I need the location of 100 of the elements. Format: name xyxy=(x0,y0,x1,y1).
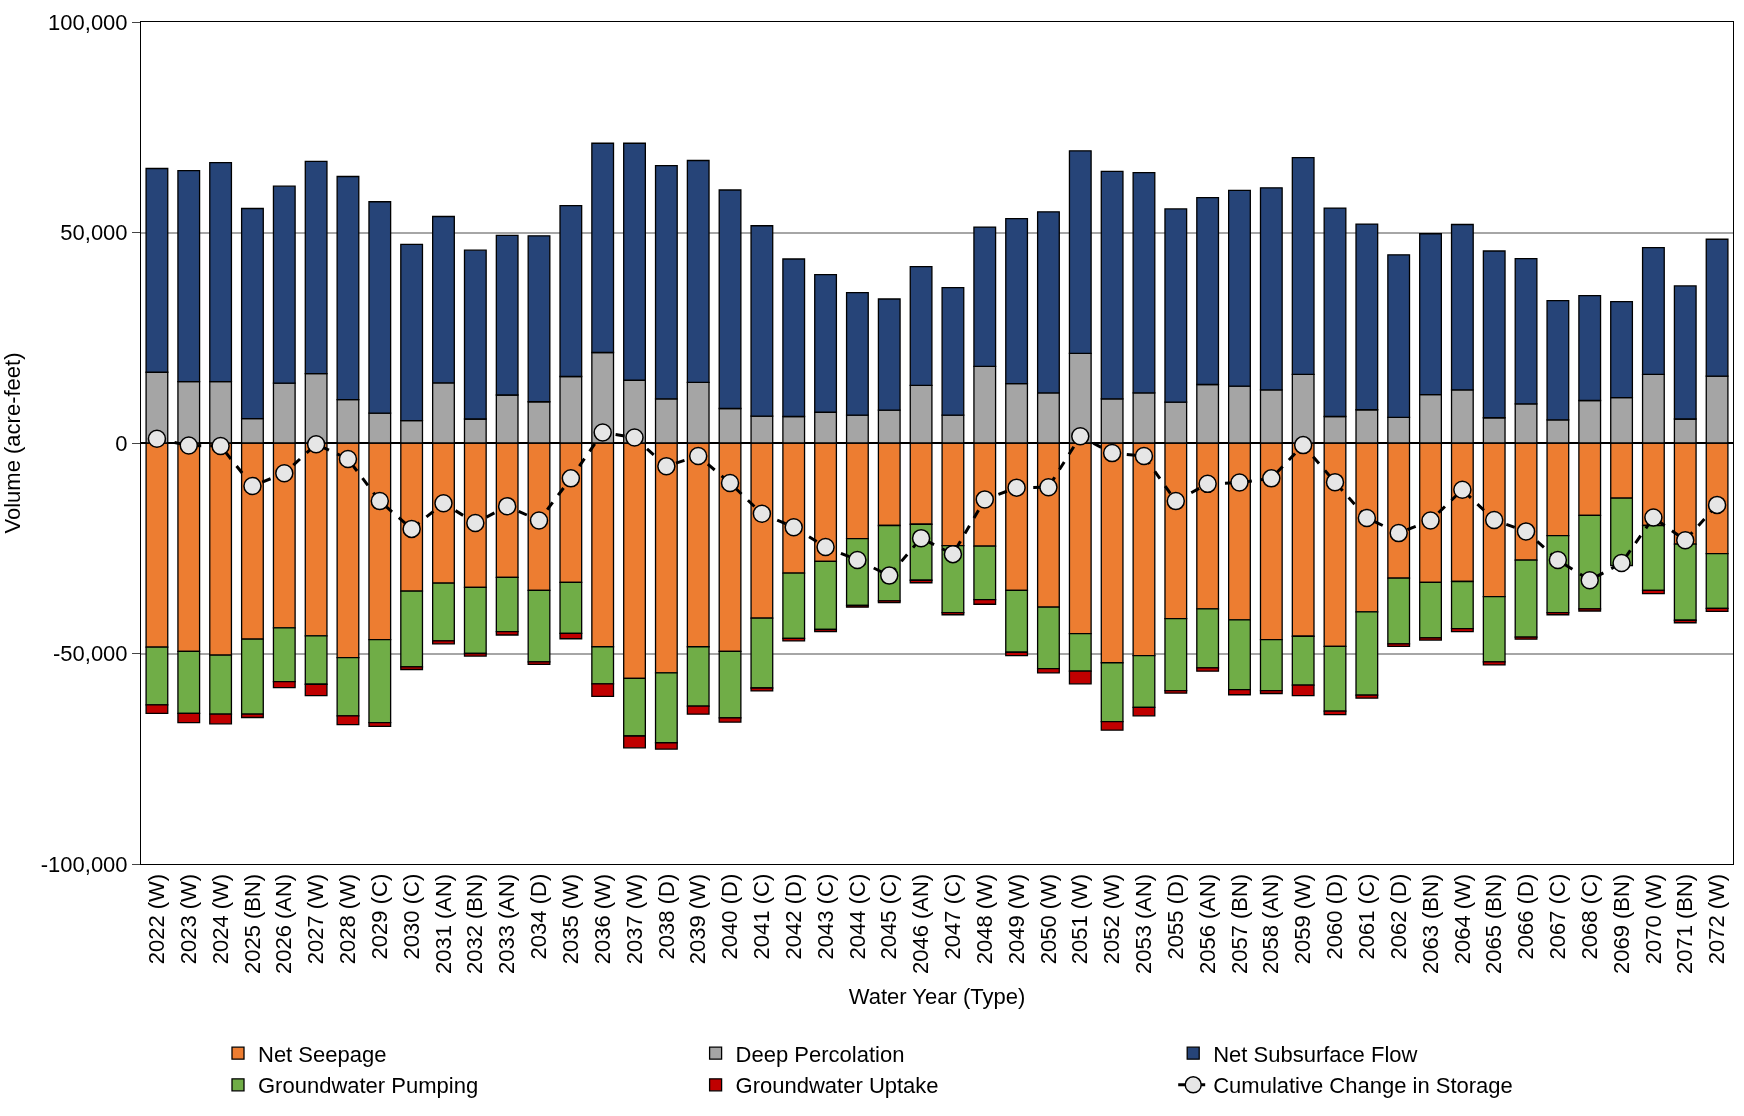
point xyxy=(243,476,262,496)
point xyxy=(1516,522,1536,541)
point xyxy=(1230,473,1249,492)
x-axis-title: Water Year (Type) xyxy=(848,983,1026,1009)
point xyxy=(1102,443,1122,463)
x-tick-label: 2059 (W) xyxy=(1290,873,1316,965)
x-tick-label: 2055 (D) xyxy=(1162,873,1188,960)
x-tick-label: 2031 (AN) xyxy=(430,873,456,975)
point xyxy=(1071,427,1090,446)
point xyxy=(434,493,453,513)
point xyxy=(147,429,167,449)
x-tick-label: 2064 (W) xyxy=(1449,873,1475,965)
x-tick-label: 2072 (W) xyxy=(1704,873,1730,965)
x-tick-label: 2063 (BN) xyxy=(1417,873,1443,975)
x-tick-label: 2022 (W) xyxy=(144,873,170,965)
legend-label: Net Subsurface Flow xyxy=(1213,1041,1418,1067)
x-tick-label: 2039 (W) xyxy=(685,873,711,965)
x-tick-label: 2040 (D) xyxy=(717,873,743,960)
x-tick-label: 2037 (W) xyxy=(621,873,647,965)
point xyxy=(561,469,581,488)
x-tick-label: 2032 (BN) xyxy=(462,873,488,975)
x-tick-label: 2049 (W) xyxy=(1003,873,1029,965)
point xyxy=(593,423,612,442)
point xyxy=(529,511,549,530)
x-tick-label: 2056 (AN) xyxy=(1194,873,1220,975)
x-tick-label: 2050 (W) xyxy=(1035,873,1061,965)
x-tick-label: 2034 (D) xyxy=(526,873,552,960)
x-tick-label: 2051 (W) xyxy=(1067,873,1093,965)
x-tick-label: 2045 (C) xyxy=(876,873,902,960)
point xyxy=(1421,511,1440,530)
x-tick-label: 2024 (W) xyxy=(207,873,233,965)
x-tick-label: 2052 (W) xyxy=(1099,873,1125,965)
x-tick-label: 2057 (BN) xyxy=(1226,873,1252,975)
point xyxy=(1484,510,1504,530)
point xyxy=(848,550,867,570)
point xyxy=(1262,469,1281,488)
x-tick-label: 2033 (AN) xyxy=(494,873,520,975)
point xyxy=(816,537,835,557)
point xyxy=(625,428,644,447)
point xyxy=(1389,523,1408,543)
point xyxy=(1453,480,1472,499)
y-tick-label: -100,000 xyxy=(40,851,128,877)
point xyxy=(1166,491,1186,511)
point xyxy=(306,435,326,454)
x-tick-label: 2042 (D) xyxy=(780,873,806,960)
x-tick-label: 2041 (C) xyxy=(749,873,775,960)
x-tick-label: 2066 (D) xyxy=(1513,873,1539,960)
point xyxy=(1612,553,1631,573)
point xyxy=(720,473,740,493)
x-tick-label: 2071 (BN) xyxy=(1672,873,1698,975)
x-tick-label: 2026 (AN) xyxy=(271,873,297,975)
x-tick-label: 2061 (C) xyxy=(1353,873,1379,960)
x-tick-label: 2068 (C) xyxy=(1576,873,1602,960)
y-tick-label: -50,000 xyxy=(52,641,128,667)
x-tick-label: 2036 (W) xyxy=(589,873,615,965)
point xyxy=(1357,508,1377,528)
x-tick-label: 2038 (D) xyxy=(653,873,679,960)
point xyxy=(466,513,485,533)
x-tick-label: 2030 (C) xyxy=(398,873,424,960)
point xyxy=(1007,478,1026,497)
point xyxy=(1325,472,1345,492)
point xyxy=(1676,531,1695,550)
x-tick-label: 2070 (W) xyxy=(1640,873,1666,965)
point xyxy=(943,544,963,564)
x-tick-label: 2065 (BN) xyxy=(1481,873,1507,975)
point xyxy=(1644,508,1663,527)
x-tick-label: 2035 (W) xyxy=(557,873,583,965)
x-tick-label: 2046 (AN) xyxy=(908,873,934,975)
point xyxy=(1293,435,1313,455)
legend-label: Net Seepage xyxy=(258,1041,387,1067)
x-tick-label: 2047 (C) xyxy=(940,873,966,960)
x-tick-label: 2067 (C) xyxy=(1545,873,1571,960)
point xyxy=(275,464,294,483)
point xyxy=(784,517,803,537)
y-tick-label: 0 xyxy=(115,430,128,456)
legend-label: Groundwater Uptake xyxy=(735,1073,939,1099)
legend-label: Groundwater Pumping xyxy=(258,1073,479,1099)
x-tick-label: 2025 (BN) xyxy=(239,873,265,975)
point xyxy=(752,504,772,523)
point xyxy=(211,436,230,456)
point xyxy=(1198,474,1217,494)
point xyxy=(911,528,931,548)
x-tick-label: 2029 (C) xyxy=(366,873,392,960)
x-tick-label: 2062 (D) xyxy=(1385,873,1411,960)
point xyxy=(1580,571,1599,590)
x-tick-label: 2023 (W) xyxy=(175,873,201,965)
point xyxy=(657,456,676,476)
x-tick-label: 2043 (C) xyxy=(812,873,838,960)
point xyxy=(1039,477,1058,497)
legend-label: Cumulative Change in Storage xyxy=(1213,1073,1513,1099)
point xyxy=(880,566,899,585)
point xyxy=(370,491,390,511)
point xyxy=(1134,446,1154,466)
y-axis-title: Volume (acre-feet) xyxy=(0,352,25,534)
y-tick-label: 100,000 xyxy=(48,9,128,35)
point xyxy=(688,446,708,466)
x-tick-label: 2028 (W) xyxy=(335,873,361,965)
point xyxy=(338,449,358,469)
legend-label: Deep Percolation xyxy=(735,1041,905,1067)
point xyxy=(1707,495,1727,515)
